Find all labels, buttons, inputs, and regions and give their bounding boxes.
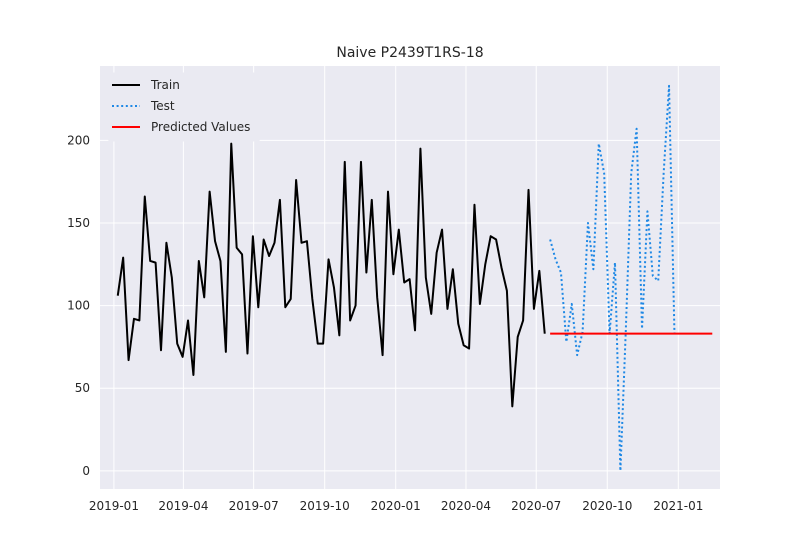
- y-tick-label: 50: [75, 381, 90, 395]
- x-tick-label: 2019-04: [158, 499, 208, 513]
- ticks-layer: 2019-01 2019-04 2019-07 2019-10 2020-01 2020-…: [67, 133, 703, 513]
- legend-frame: [106, 72, 262, 142]
- legend: Train Test Predicted Values: [106, 72, 262, 142]
- series-layer: [116, 84, 713, 472]
- x-tick-label: 2020-10: [582, 499, 632, 513]
- legend-label: Test: [150, 99, 175, 113]
- x-tick-label: 2021-01: [653, 499, 703, 513]
- y-tick-label: 200: [67, 133, 90, 147]
- y-tick-label: 150: [67, 216, 90, 230]
- x-tick-label: 2020-04: [441, 499, 491, 513]
- legend-label: Train: [150, 78, 180, 92]
- y-tick-label: 0: [82, 464, 90, 478]
- x-tick-label: 2020-01: [371, 499, 421, 513]
- x-tick-label: 2019-01: [89, 499, 139, 513]
- legend-label: Predicted Values: [151, 120, 250, 134]
- x-tick-label: 2019-07: [229, 499, 279, 513]
- y-tick-label: 100: [67, 299, 90, 313]
- chart-title: Naive P2439T1RS-18: [336, 45, 483, 61]
- x-tick-label: 2020-07: [511, 499, 561, 513]
- series-line-train: [116, 142, 546, 408]
- x-tick-label: 2019-10: [300, 499, 350, 513]
